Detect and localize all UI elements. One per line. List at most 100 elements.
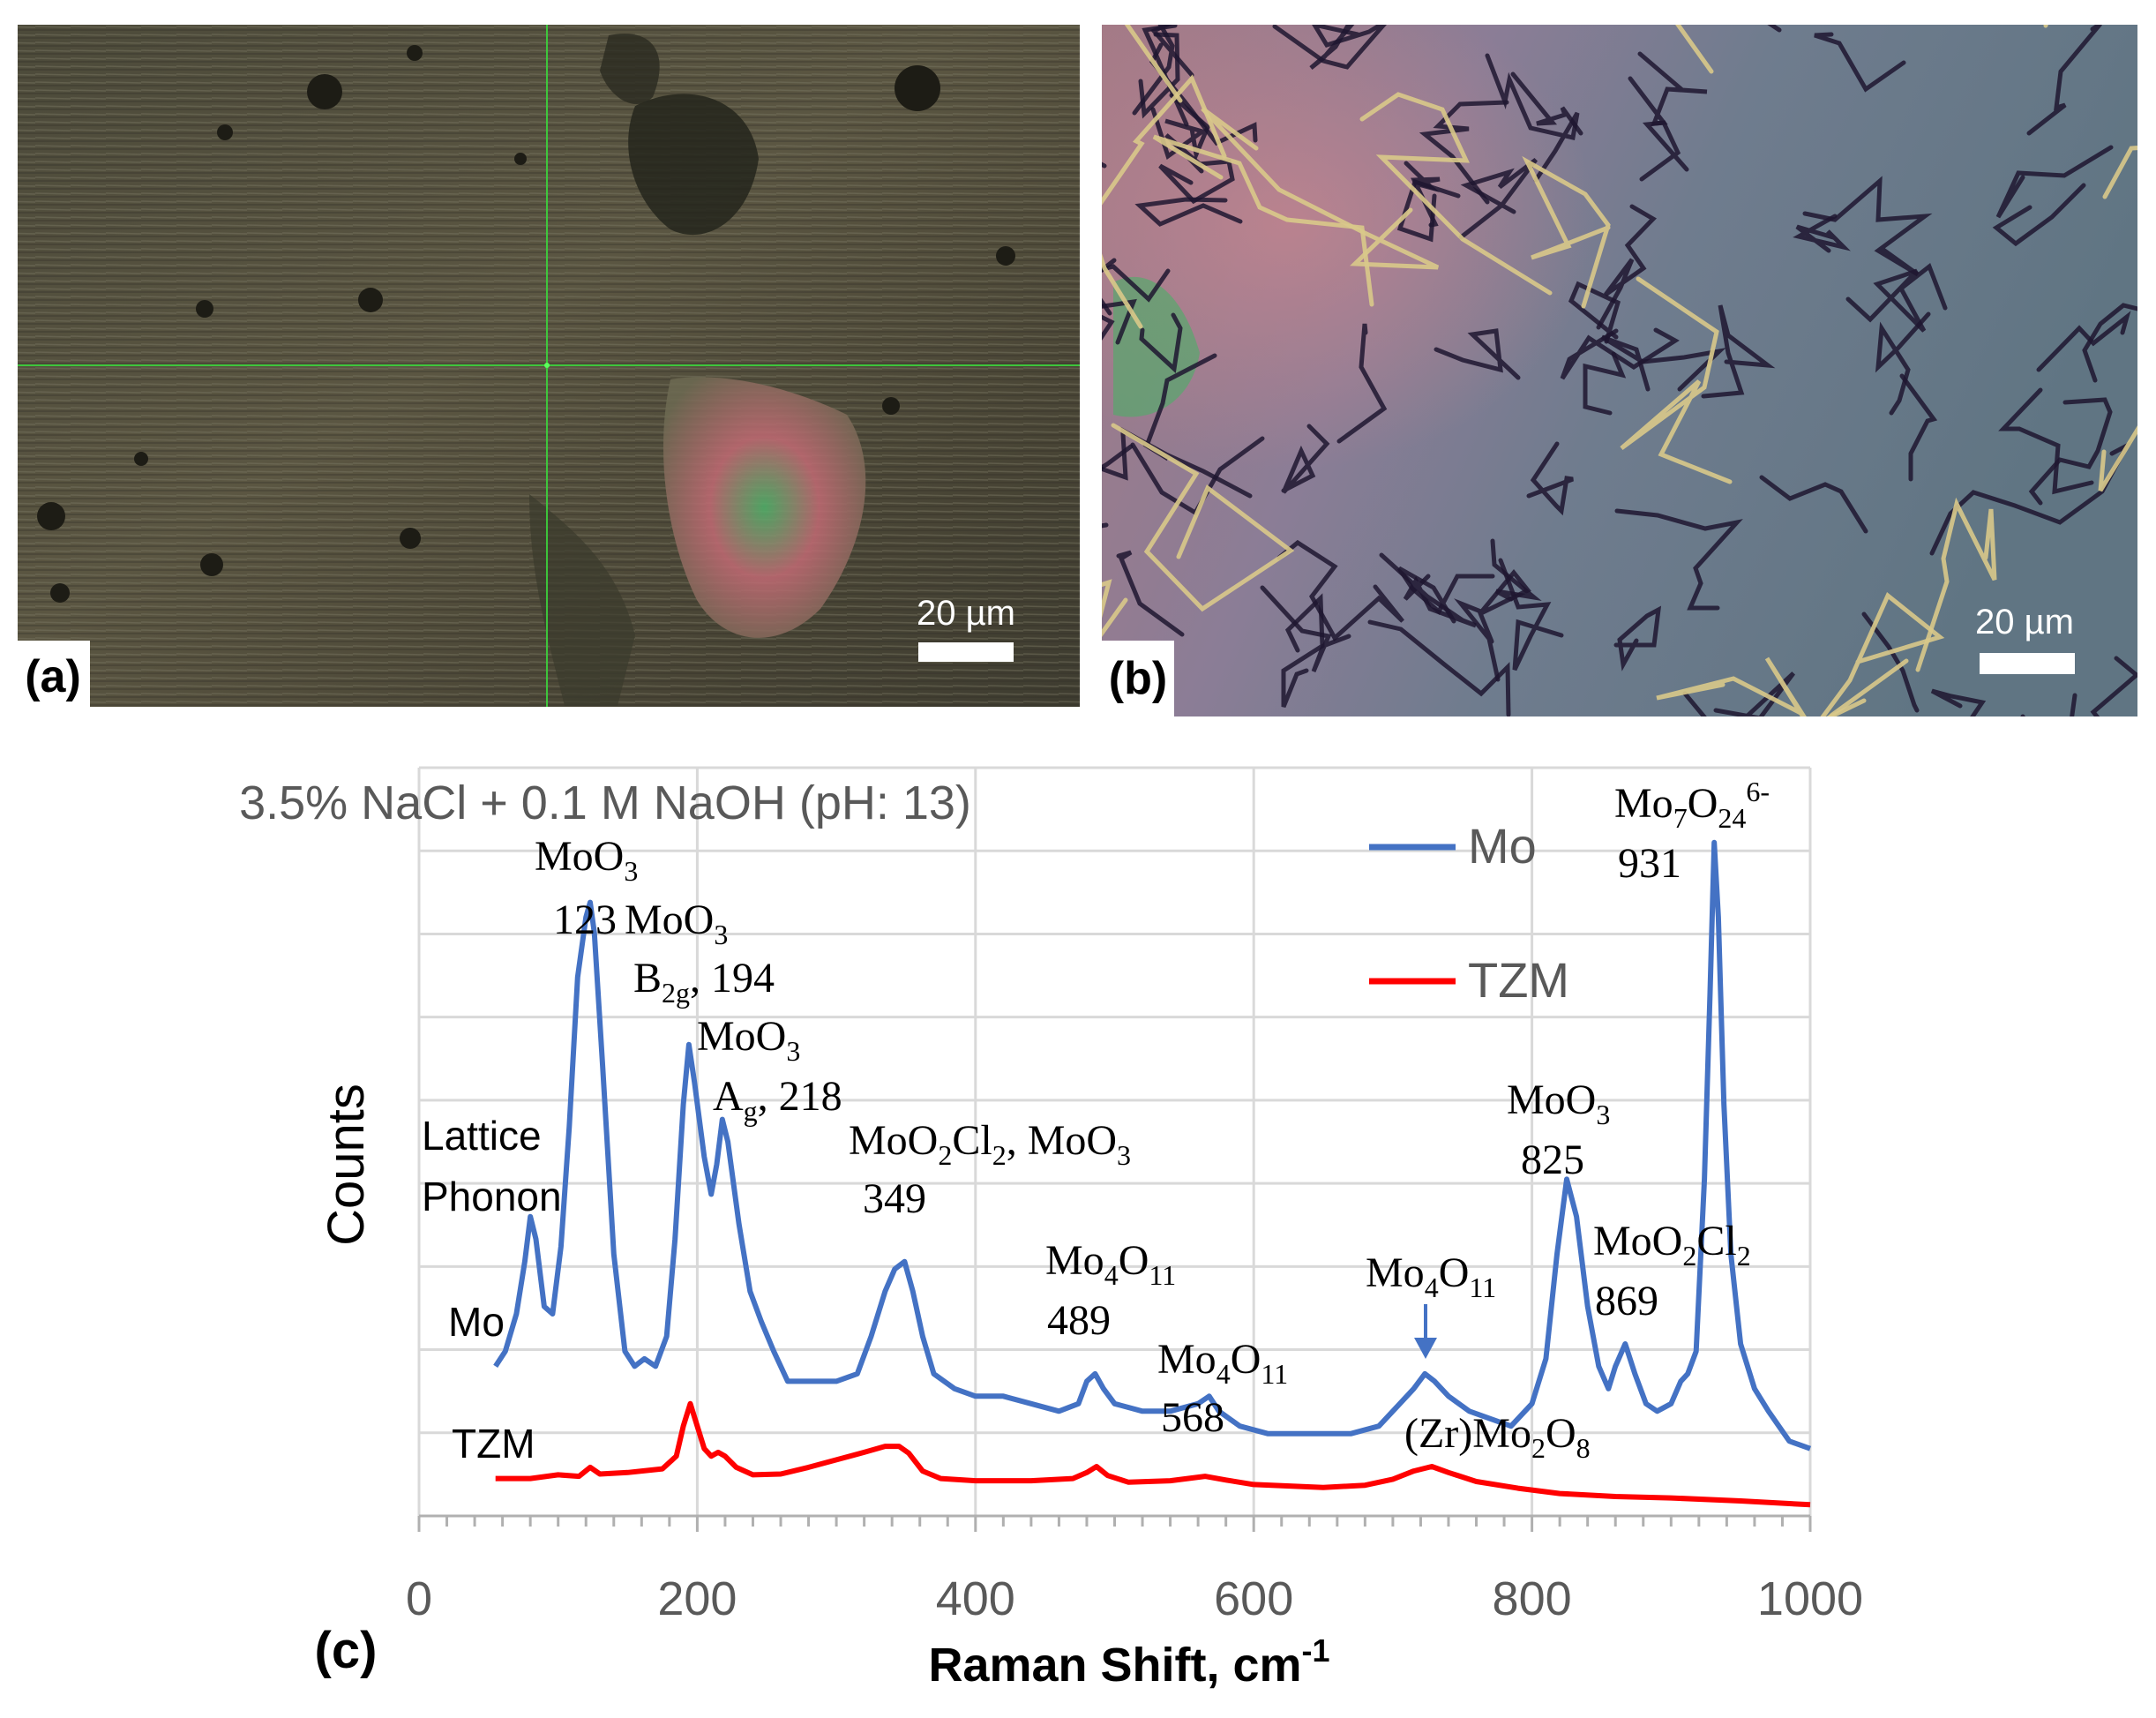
curve-label-mo: Mo bbox=[448, 1299, 505, 1345]
x-tick-label: 600 bbox=[1214, 1572, 1293, 1625]
x-axis-ticks bbox=[417, 1516, 1812, 1532]
crack-line bbox=[1995, 145, 2114, 219]
panel-c-label: (c) bbox=[315, 1622, 378, 1679]
annotation-ag-218: Ag, 218 bbox=[713, 1073, 842, 1127]
y-axis-label: Counts bbox=[318, 1084, 375, 1246]
annotation-phonon: Phonon bbox=[422, 1174, 562, 1219]
micrograph-panel-a bbox=[18, 25, 1080, 707]
annotation-moo3-825: MoO3 bbox=[1507, 1077, 1610, 1130]
series-line-tzm bbox=[495, 1400, 1811, 1508]
crack-line bbox=[1568, 281, 1621, 344]
panel-a-label: (a) bbox=[25, 651, 81, 702]
crack-line bbox=[1992, 183, 2086, 247]
panel-b-label-box bbox=[1102, 641, 1174, 716]
raman-chart: 0 200 400 600 800 1000 3.5% NaCl + 0.1 M NaOH… bbox=[239, 766, 1863, 1692]
annotation-zrmo2o8: (Zr)Mo2O8 bbox=[1404, 1410, 1591, 1464]
crack-line bbox=[1701, 304, 1776, 399]
crack-line bbox=[1793, 214, 1851, 253]
crack-line bbox=[1139, 312, 1183, 374]
crack-line bbox=[1845, 262, 1948, 333]
curve-label-tzm: TZM bbox=[452, 1421, 535, 1467]
crack-line bbox=[1875, 311, 1931, 416]
chart-title: 3.5% NaCl + 0.1 M NaOH (pH: 13) bbox=[239, 776, 971, 829]
crack-line bbox=[1510, 71, 1583, 136]
crack-line bbox=[2028, 397, 2113, 506]
crack-line bbox=[1102, 444, 1134, 529]
legend-label-mo: Mo bbox=[1468, 818, 1537, 874]
annotation-moo3-123: MoO3 bbox=[535, 833, 638, 887]
annotation-b2g-194: B2g, 194 bbox=[633, 955, 775, 1009]
crack-line bbox=[1359, 92, 1553, 296]
crack-line bbox=[1404, 161, 1441, 228]
crack-line bbox=[1639, 120, 1689, 182]
crack-line bbox=[1998, 387, 2094, 495]
crack-line bbox=[2036, 311, 2131, 372]
annotation-value-568: 568 bbox=[1161, 1394, 1224, 1441]
annotation-value-869: 869 bbox=[1595, 1278, 1658, 1324]
series-line-mo bbox=[493, 839, 1812, 1452]
crack-line bbox=[1116, 550, 1185, 637]
micrograph-panel-b bbox=[1102, 25, 2137, 716]
crack-line bbox=[1614, 508, 1743, 611]
crack-line bbox=[1309, 25, 1355, 70]
annotation-value-123: 123 bbox=[553, 897, 617, 943]
crack-line bbox=[1485, 53, 1580, 183]
x-tick-label: 800 bbox=[1493, 1572, 1572, 1625]
crack-line bbox=[1802, 176, 1933, 277]
panel-b-scale-label: 20 µm bbox=[1975, 603, 2074, 641]
crack-line bbox=[1682, 671, 1796, 716]
annotation-moo2cl2-moo3: MoO2Cl2, MoO3 bbox=[849, 1117, 1131, 1171]
crack-line bbox=[1458, 158, 1538, 240]
annotation-moo3-194: MoO3 bbox=[625, 897, 728, 950]
peak-annotations: Lattice Phonon MoO3 123 MoO3 B2g, 194 Mo… bbox=[422, 776, 1770, 1467]
crack-line bbox=[1419, 100, 1509, 205]
crack-line bbox=[1759, 475, 1868, 534]
crack-line bbox=[1111, 423, 1295, 612]
crack-line bbox=[1336, 323, 1388, 444]
annotation-moo2cl2-869: MoO2Cl2 bbox=[1593, 1218, 1751, 1272]
x-tick-label: 1000 bbox=[1757, 1572, 1863, 1625]
crack-line bbox=[1596, 204, 1658, 330]
crack-line bbox=[1158, 133, 1235, 205]
crack-line bbox=[1434, 328, 1521, 380]
crack-line bbox=[1861, 611, 1920, 713]
crack-line bbox=[1272, 25, 1387, 70]
annotation-value-349: 349 bbox=[863, 1175, 926, 1222]
crack-line bbox=[1915, 497, 1997, 672]
crack-line bbox=[1367, 619, 1511, 716]
crack-line bbox=[1620, 276, 1733, 484]
annotation-mo7o24: Mo7O246- bbox=[1614, 776, 1770, 834]
annotation-mo4o11-725: Mo4O11 bbox=[1366, 1249, 1496, 1303]
crack-line bbox=[1102, 264, 1171, 303]
panel-b-scale-bar bbox=[1980, 653, 2075, 674]
crack-line bbox=[1490, 538, 1542, 602]
annotation-moo3-218: MoO3 bbox=[697, 1013, 800, 1067]
chart-gridlines bbox=[417, 766, 1812, 1516]
annotation-value-825: 825 bbox=[1521, 1137, 1584, 1183]
annotation-mo4o11-489: Mo4O11 bbox=[1045, 1237, 1176, 1291]
panel-a-label-box bbox=[18, 641, 90, 707]
crack-line bbox=[1454, 569, 1531, 682]
crack-line bbox=[1899, 373, 1938, 482]
crack-line bbox=[1102, 74, 1227, 329]
x-tick-label: 200 bbox=[657, 1572, 737, 1625]
x-axis-label-sup: -1 bbox=[1302, 1632, 1330, 1669]
annotation-mo4o11-568: Mo4O11 bbox=[1157, 1336, 1288, 1390]
annotation-lattice: Lattice bbox=[422, 1113, 542, 1159]
panel-b-label: (b) bbox=[1109, 653, 1167, 704]
crack-line bbox=[1814, 32, 1906, 93]
crack-line bbox=[1201, 106, 1440, 270]
crack-line bbox=[1498, 558, 1564, 671]
crack-line bbox=[1613, 605, 1662, 671]
crack-line bbox=[1150, 93, 1211, 162]
x-axis-label: Raman Shift, cm-1 bbox=[928, 1632, 1329, 1692]
x-tick-label: 400 bbox=[936, 1572, 1015, 1625]
x-tick-label: 0 bbox=[406, 1572, 432, 1625]
crack-line bbox=[1526, 441, 1574, 516]
crack-line bbox=[1656, 656, 1867, 716]
arrow-mo4o11-725-head bbox=[1414, 1338, 1437, 1359]
crack-line bbox=[1152, 134, 1374, 307]
crack-line bbox=[2026, 25, 2102, 136]
